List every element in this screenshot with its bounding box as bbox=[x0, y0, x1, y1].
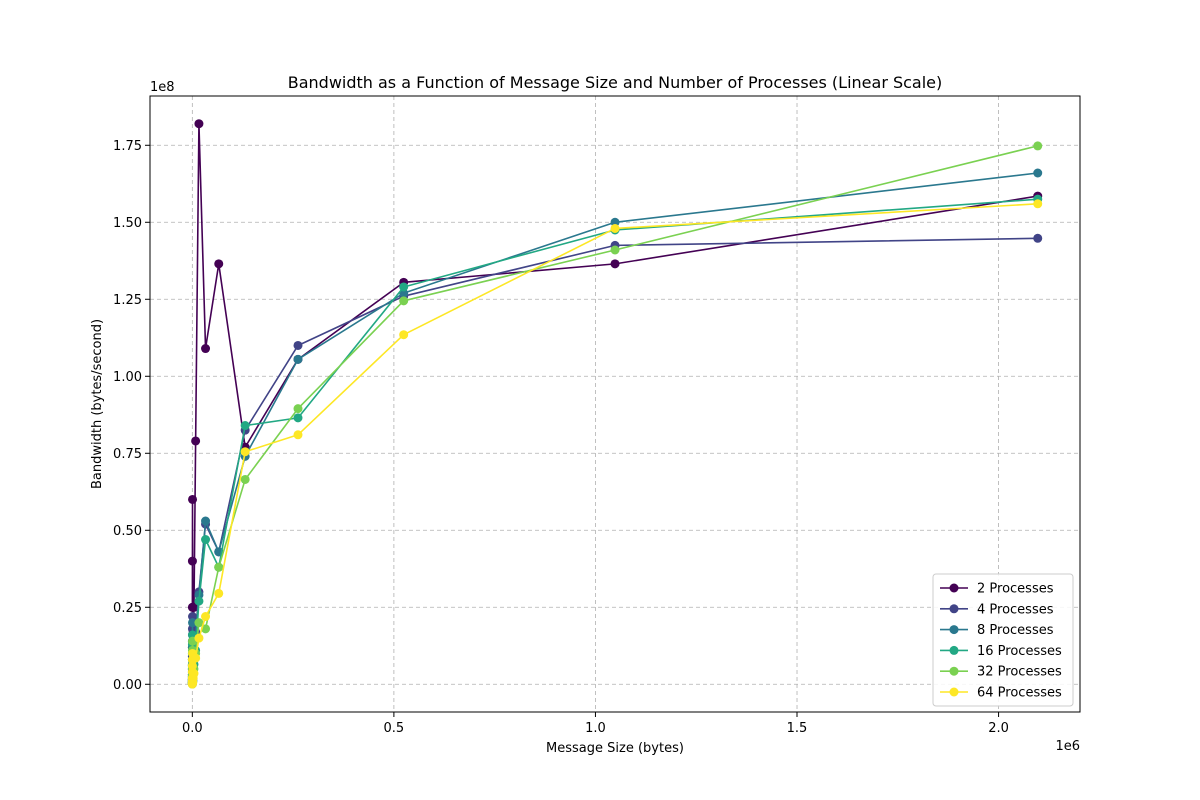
data-point bbox=[399, 330, 409, 340]
data-point bbox=[1033, 233, 1043, 243]
data-point bbox=[293, 340, 303, 350]
data-point bbox=[189, 602, 199, 612]
data-point bbox=[214, 259, 224, 269]
legend-marker bbox=[949, 687, 959, 697]
x-tick-label: 0.5 bbox=[384, 721, 405, 736]
legend-marker bbox=[949, 583, 959, 593]
data-point bbox=[1033, 141, 1043, 151]
legend-entry: 8 Processes bbox=[940, 623, 1054, 638]
data-point bbox=[194, 618, 204, 628]
legend-marker bbox=[949, 645, 959, 655]
data-point bbox=[194, 633, 204, 643]
data-point bbox=[214, 588, 224, 598]
series-layer bbox=[187, 119, 1043, 689]
x-axis-title: Message Size (bytes) bbox=[546, 741, 684, 756]
chart-title: Bandwidth as a Function of Message Size … bbox=[288, 73, 943, 92]
y-tick-label: 1.75 bbox=[113, 139, 142, 154]
data-point bbox=[240, 474, 250, 484]
legend-label: 8 Processes bbox=[977, 623, 1054, 638]
legend-label: 4 Processes bbox=[977, 602, 1054, 617]
data-point bbox=[187, 556, 197, 566]
data-point bbox=[191, 653, 201, 663]
data-point bbox=[610, 245, 620, 255]
data-point bbox=[188, 494, 198, 504]
x-tick-label: 2.0 bbox=[988, 721, 1009, 736]
data-point bbox=[240, 421, 250, 431]
y-tick-label: 1.00 bbox=[113, 370, 142, 385]
data-point bbox=[240, 447, 250, 457]
data-point bbox=[293, 404, 303, 414]
data-point bbox=[201, 344, 211, 354]
y-tick-label: 0.50 bbox=[113, 524, 142, 539]
data-point bbox=[188, 612, 198, 622]
series-6 bbox=[187, 199, 1043, 689]
data-point bbox=[610, 259, 620, 269]
x-tick-label: 1.5 bbox=[787, 721, 808, 736]
y-offset-text: 1e8 bbox=[150, 80, 175, 95]
legend-box bbox=[932, 573, 1074, 707]
y-tick-label: 0.75 bbox=[113, 447, 142, 462]
legend-marker bbox=[949, 625, 959, 635]
data-point bbox=[201, 516, 211, 526]
tick-layer: 0.0 0.5 1.0 1.5 2.0 0.00 0.25 0.50 0.75 1.00 1.25 1… bbox=[113, 139, 1009, 736]
y-tick-label: 0.00 bbox=[113, 678, 142, 693]
legend-entry: 16 Processes bbox=[940, 644, 1062, 659]
data-point bbox=[189, 669, 199, 678]
y-tick-label: 0.25 bbox=[113, 601, 142, 616]
data-point bbox=[188, 618, 198, 628]
data-point bbox=[399, 282, 409, 292]
y-tick-label: 1.50 bbox=[113, 216, 142, 231]
plot-frame bbox=[149, 95, 1081, 713]
legend-marker bbox=[949, 666, 959, 676]
data-point bbox=[293, 413, 303, 423]
data-point bbox=[201, 535, 211, 545]
x-tick-label: 0.0 bbox=[182, 721, 203, 736]
legend-entry: 2 Processes bbox=[940, 582, 1054, 597]
legend-label: 32 Processes bbox=[977, 665, 1062, 680]
x-tick-label: 1.0 bbox=[585, 721, 606, 736]
legend-label: 16 Processes bbox=[977, 644, 1062, 659]
data-point bbox=[194, 119, 204, 129]
legend-entry: 64 Processes bbox=[940, 686, 1062, 701]
legend-entry: 4 Processes bbox=[940, 602, 1054, 617]
data-point bbox=[1033, 168, 1043, 178]
data-point bbox=[214, 562, 224, 572]
legend-marker bbox=[949, 604, 959, 614]
data-point bbox=[1033, 199, 1043, 209]
legend: 2 Processes 4 Processes 8 Processes 16 Proc… bbox=[932, 573, 1074, 707]
data-point bbox=[293, 430, 303, 440]
legend-entry: 32 Processes bbox=[940, 665, 1062, 680]
data-point bbox=[293, 354, 303, 364]
data-point bbox=[610, 223, 620, 233]
x-offset-text: 1e6 bbox=[1055, 739, 1080, 754]
y-axis-title: Bandwidth (bytes/second) bbox=[90, 319, 105, 489]
legend-label: 2 Processes bbox=[977, 582, 1054, 597]
data-point bbox=[201, 612, 211, 622]
data-point bbox=[610, 217, 620, 227]
data-point bbox=[399, 296, 409, 306]
data-point bbox=[191, 436, 201, 446]
y-tick-label: 1.25 bbox=[113, 293, 142, 308]
data-point bbox=[194, 596, 204, 606]
legend-label: 64 Processes bbox=[977, 686, 1062, 701]
